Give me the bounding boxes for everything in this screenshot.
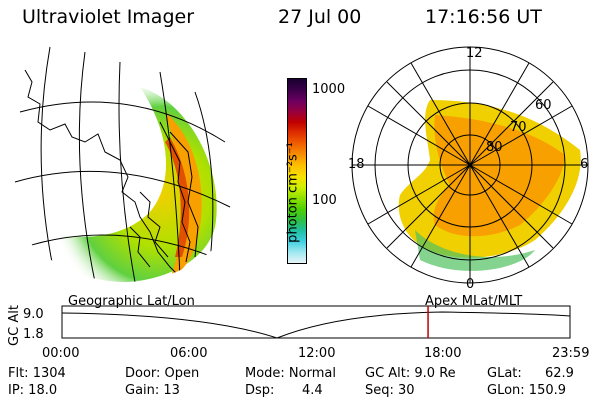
date-label: 27 Jul 00 (278, 6, 362, 28)
altitude-xtick-2359: 23:59 (552, 346, 590, 361)
altitude-ytick-low: 1.8 (23, 327, 44, 342)
polar-mlt-plot (351, 46, 589, 284)
status-glat-value: 62.9 (545, 366, 574, 381)
status-glon: GLon: 150.9 (487, 383, 567, 398)
status-glat-label: GLat: (487, 366, 522, 381)
status-gain: Gain: 13 (125, 383, 180, 398)
altitude-xtick-0000: 00:00 (42, 346, 80, 361)
altitude-ylabel: GC Alt (6, 305, 22, 346)
altitude-xtick-1800: 18:00 (424, 346, 462, 361)
polar-auroral-edge (415, 230, 535, 271)
status-seq: Seq: 30 (365, 383, 415, 398)
mlt-label-12: 12 (466, 46, 483, 61)
colorbar-unit-label: photon cm⁻²s⁻¹ (285, 142, 301, 243)
colorbar-tick-100: 100 (312, 193, 337, 208)
mlt-label-18: 18 (348, 157, 365, 172)
status-door: Door: Open (125, 366, 200, 381)
auroral-emission-blob (30, 87, 217, 282)
instrument-title: Ultraviolet Imager (22, 6, 195, 28)
polar-panel-label: Apex MLat/MLT (425, 294, 523, 309)
mlt-label-0: 0 (466, 277, 475, 292)
auroral-oval-peak (165, 137, 190, 257)
status-dsp-value: 4.4 (302, 383, 323, 398)
status-ip: IP: 18.0 (8, 383, 58, 398)
lat-lon-grid (14, 46, 231, 282)
mlat-label-80: 80 (486, 140, 503, 155)
mlat-label-60: 60 (535, 98, 552, 113)
altitude-xtick-1200: 12:00 (298, 346, 336, 361)
colorbar (287, 78, 307, 264)
mlat-label-70: 70 (510, 120, 527, 135)
geographic-panel-label: Geographic Lat/Lon (68, 294, 195, 309)
status-mode: Mode: Normal (245, 366, 336, 381)
altitude-xtick-0600: 06:00 (170, 346, 208, 361)
altitude-plot-frame (61, 305, 571, 339)
altitude-curve (61, 311, 571, 339)
status-dsp-label: Dsp: (245, 383, 275, 398)
polar-auroral-bright (433, 115, 565, 237)
status-gcalt: GC Alt: 9.0 Re (365, 366, 456, 381)
coastlines (24, 69, 199, 278)
altitude-plot (61, 305, 571, 339)
time-label: 17:16:56 UT (425, 6, 542, 28)
geographic-image (14, 46, 231, 282)
polar-grid (351, 46, 589, 284)
status-flt: Flt: 1304 (8, 366, 66, 381)
colorbar-tick-1000: 1000 (312, 82, 346, 97)
mlt-label-6: 6 (580, 157, 589, 172)
altitude-ytick-high: 9.0 (23, 307, 44, 322)
